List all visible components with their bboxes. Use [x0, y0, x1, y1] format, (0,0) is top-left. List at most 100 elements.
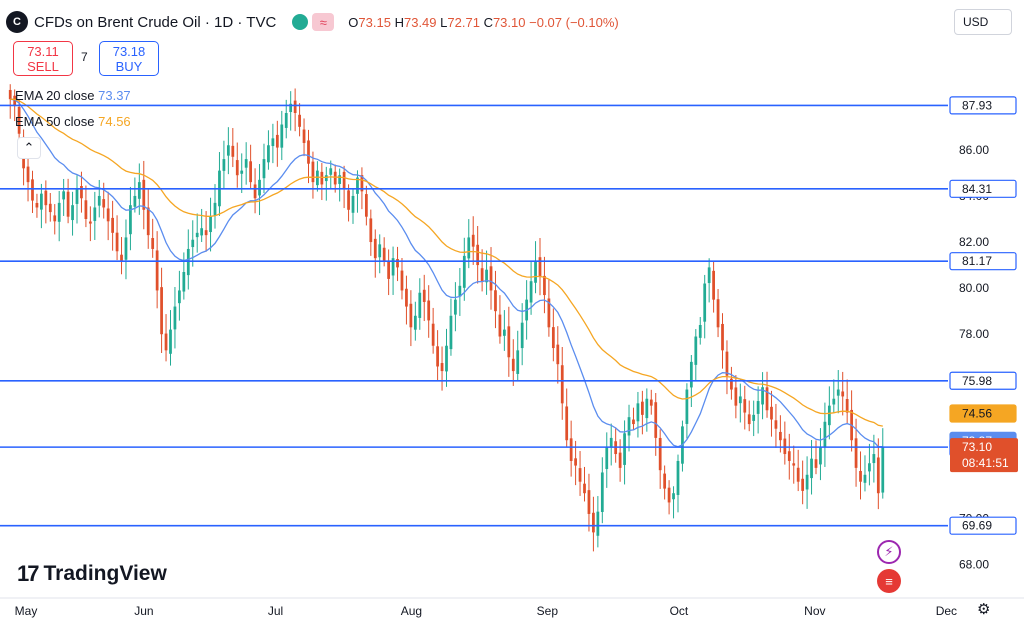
candle-body [596, 511, 600, 536]
candle-body [35, 202, 39, 208]
change-value: −0.07 (−0.10%) [529, 14, 619, 30]
candle-body [823, 421, 827, 448]
chevron-up-icon[interactable]: ⌃ [17, 137, 41, 159]
candle-body [75, 189, 79, 204]
ema50-legend[interactable]: EMA 50 close 74.56 [15, 114, 131, 129]
price-label-box [949, 96, 1017, 115]
lightning-icon[interactable]: ⚡ [877, 540, 901, 564]
candle-body [302, 129, 306, 143]
ema20-line [10, 98, 883, 448]
gear-icon[interactable]: ⚙ [977, 601, 991, 618]
candle-body [338, 175, 342, 184]
candle-body [182, 272, 186, 292]
candle-body [235, 160, 239, 176]
buy-button[interactable]: 73.18 BUY [99, 41, 159, 76]
candle-body [329, 168, 333, 175]
time-tick-label: Jul [268, 604, 283, 618]
candle-body [529, 281, 533, 303]
candle-body [592, 512, 595, 533]
sell-label: SELL [27, 58, 59, 74]
candle-body [716, 299, 720, 328]
currency-select[interactable]: USD [954, 9, 1012, 35]
price-label-box [949, 371, 1017, 390]
candle-body [120, 254, 123, 261]
price-label: 75.98 [962, 374, 992, 388]
candle-body [80, 186, 83, 199]
candle-body [66, 191, 70, 217]
candle-body [178, 290, 181, 304]
candle-body [796, 467, 800, 482]
candle-body [725, 351, 729, 376]
time-tick-label: Sep [537, 604, 559, 618]
candle-body [204, 230, 208, 236]
tradingview-logo[interactable]: 17 TradingView [17, 561, 167, 587]
spread-value: 7 [81, 50, 88, 64]
candle-body [827, 405, 831, 426]
candle-body [538, 257, 542, 277]
ema20-legend[interactable]: EMA 20 close 73.37 [15, 88, 131, 103]
candle-body [663, 473, 667, 489]
candle-body [298, 114, 301, 127]
price-tick-label: 68.00 [959, 558, 989, 572]
candle-body [400, 270, 404, 291]
horizontal-lines[interactable] [0, 104, 1008, 527]
candle-body [369, 218, 373, 243]
candle-body [293, 100, 297, 113]
symbol-title[interactable]: CFDs on Brent Crude Oil · 1D · TVC [34, 13, 277, 31]
candle-body [409, 303, 413, 328]
candle-body [587, 490, 591, 514]
time-axis[interactable]: May Jun Jul Aug Sep Oct Nov Dec [0, 597, 1024, 618]
candle-body [115, 232, 119, 252]
candle-body [57, 202, 61, 222]
candle-body [485, 269, 488, 283]
candle-body [62, 191, 66, 200]
candle-body [164, 333, 168, 351]
candle-body [275, 134, 279, 148]
candle-body [632, 419, 635, 425]
candle-body [698, 325, 702, 338]
candle-body [454, 299, 457, 315]
candle-body [649, 399, 653, 406]
candle-body [445, 345, 448, 372]
tradingview-wordmark: TradingView [43, 562, 167, 585]
candle-body [462, 255, 466, 288]
candle-body [774, 420, 778, 429]
candle-body [783, 438, 787, 455]
ohlc-values: O73.15 H73.49 L72.71 C73.10 −0.07 (−0.10… [348, 14, 619, 30]
price-tick-label: 86.00 [959, 143, 989, 157]
candle-body [520, 322, 524, 349]
time-tick-label: Dec [936, 604, 957, 618]
candle-body [258, 179, 261, 196]
candle-body [137, 182, 141, 199]
candle-body [467, 237, 471, 259]
candle-body [373, 238, 377, 259]
symbol-logo-icon: C [6, 11, 28, 33]
candle-body [556, 344, 560, 365]
candle-body [841, 391, 845, 397]
market-open-icon[interactable] [292, 14, 309, 30]
candle-body [471, 234, 475, 247]
price-label: 69.69 [962, 519, 992, 533]
candle-body [307, 140, 310, 164]
candle-body [819, 447, 822, 465]
ema50-line [10, 98, 883, 427]
candle-body [17, 106, 21, 134]
sell-button[interactable]: 73.11 SELL [13, 41, 73, 76]
candle-body [160, 287, 163, 335]
candle-body [578, 468, 582, 482]
candle-body [267, 145, 270, 163]
ema50-label: EMA 50 close [15, 114, 95, 129]
candle-body [707, 267, 711, 284]
price-axis[interactable]: 68.0070.0076.0078.0080.0082.0084.0086.00… [948, 0, 1024, 600]
candle-body [356, 177, 359, 194]
candle-body [186, 248, 190, 276]
candle-body [111, 217, 114, 233]
delayed-data-icon[interactable]: ≈ [312, 13, 335, 31]
candle-body [169, 329, 172, 354]
sell-price: 73.11 [27, 43, 59, 59]
candle-body [93, 207, 97, 221]
candle-body [209, 216, 212, 233]
us-flag-icon[interactable]: ≡ [877, 569, 901, 593]
candle-body [195, 232, 199, 238]
